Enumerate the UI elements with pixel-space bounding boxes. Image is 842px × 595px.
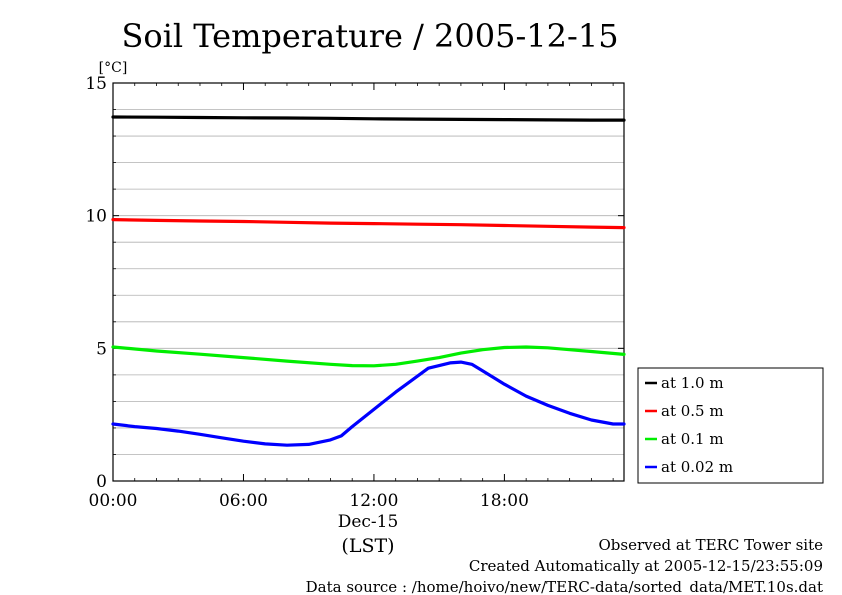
series-line-at-0-1-m [111,345,626,368]
x-tick-label: 06:00 [219,491,268,511]
x-tick-label: 18:00 [480,491,529,511]
legend-label-at-0-5-m: at 0.5 m [661,402,724,420]
series-line-at-0-02-m [111,360,626,447]
plot-area-frame [112,82,625,482]
footer-created-timestamp: Created Automatically at 2005-12-15/23:5… [469,557,823,575]
x-tick-label: 12:00 [349,491,398,511]
legend: at 1.0 m at 0.5 m at 0.1 m at 0.02 m [637,367,824,484]
y-tick-label: 5 [96,339,107,359]
y-tick-label: 0 [96,472,107,492]
legend-label-at-0-02-m: at 0.02 m [661,458,733,476]
legend-box [637,367,824,484]
legend-label-at-0-1-m: at 0.1 m [661,430,724,448]
footer-observation-site: Observed at TERC Tower site [598,536,823,554]
grid-lines [113,109,624,455]
series-line-at-1-0-m [111,115,626,122]
x-axis-date-label: Dec-15 [338,512,399,532]
series-line-at-0-5-m [111,218,626,230]
series-lines [111,115,626,447]
x-axis-title: (LST) [341,535,394,557]
legend-label-at-1-0-m: at 1.0 m [661,374,724,392]
x-tick-label: 00:00 [89,491,138,511]
y-axis-unit-label: [°C] [99,60,128,76]
y-tick-label: 15 [85,74,107,94]
y-tick-label: 10 [85,207,107,227]
footer-data-source: Data source : /home/hoivo/new/TERC-data/… [306,578,823,595]
axes: 0 5 10 15 00:00 06:00 12:00 18:00 [85,74,624,511]
chart-title: Soil Temperature / 2005-12-15 [121,17,618,55]
